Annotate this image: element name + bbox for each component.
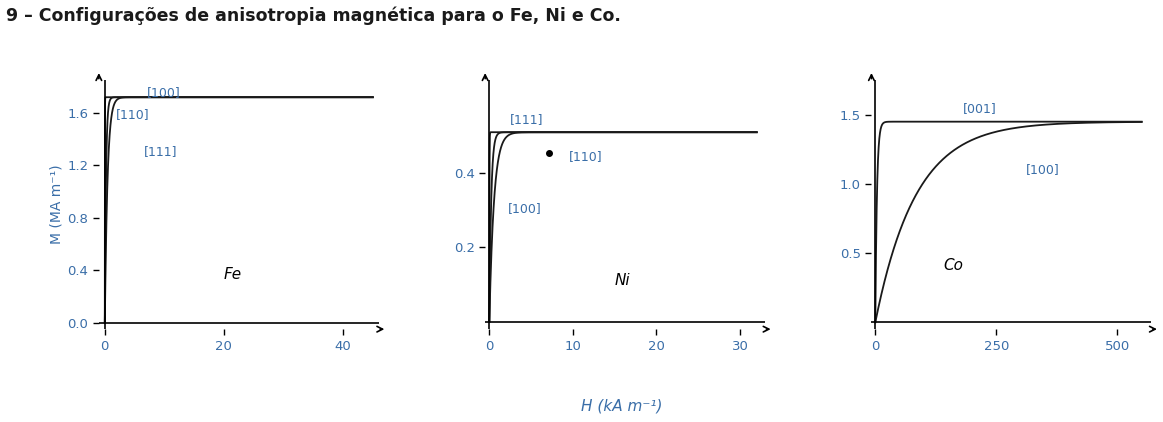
Text: 9 – Configurações de anisotropia magnética para o Fe, Ni e Co.: 9 – Configurações de anisotropia magnéti… [6, 6, 621, 25]
Text: [100]: [100] [1026, 163, 1059, 176]
Text: [110]: [110] [569, 150, 602, 163]
Text: Fe: Fe [224, 268, 242, 282]
Text: [100]: [100] [147, 86, 180, 99]
Text: Co: Co [943, 258, 963, 273]
Text: [100]: [100] [508, 202, 542, 215]
Text: Ni: Ni [615, 273, 630, 287]
Text: [111]: [111] [143, 145, 177, 158]
Text: [111]: [111] [511, 113, 544, 126]
Y-axis label: M (MA m⁻¹): M (MA m⁻¹) [49, 165, 63, 244]
Text: [001]: [001] [963, 102, 997, 115]
Text: [110]: [110] [115, 108, 149, 121]
Text: H (kA m⁻¹): H (kA m⁻¹) [582, 398, 663, 414]
